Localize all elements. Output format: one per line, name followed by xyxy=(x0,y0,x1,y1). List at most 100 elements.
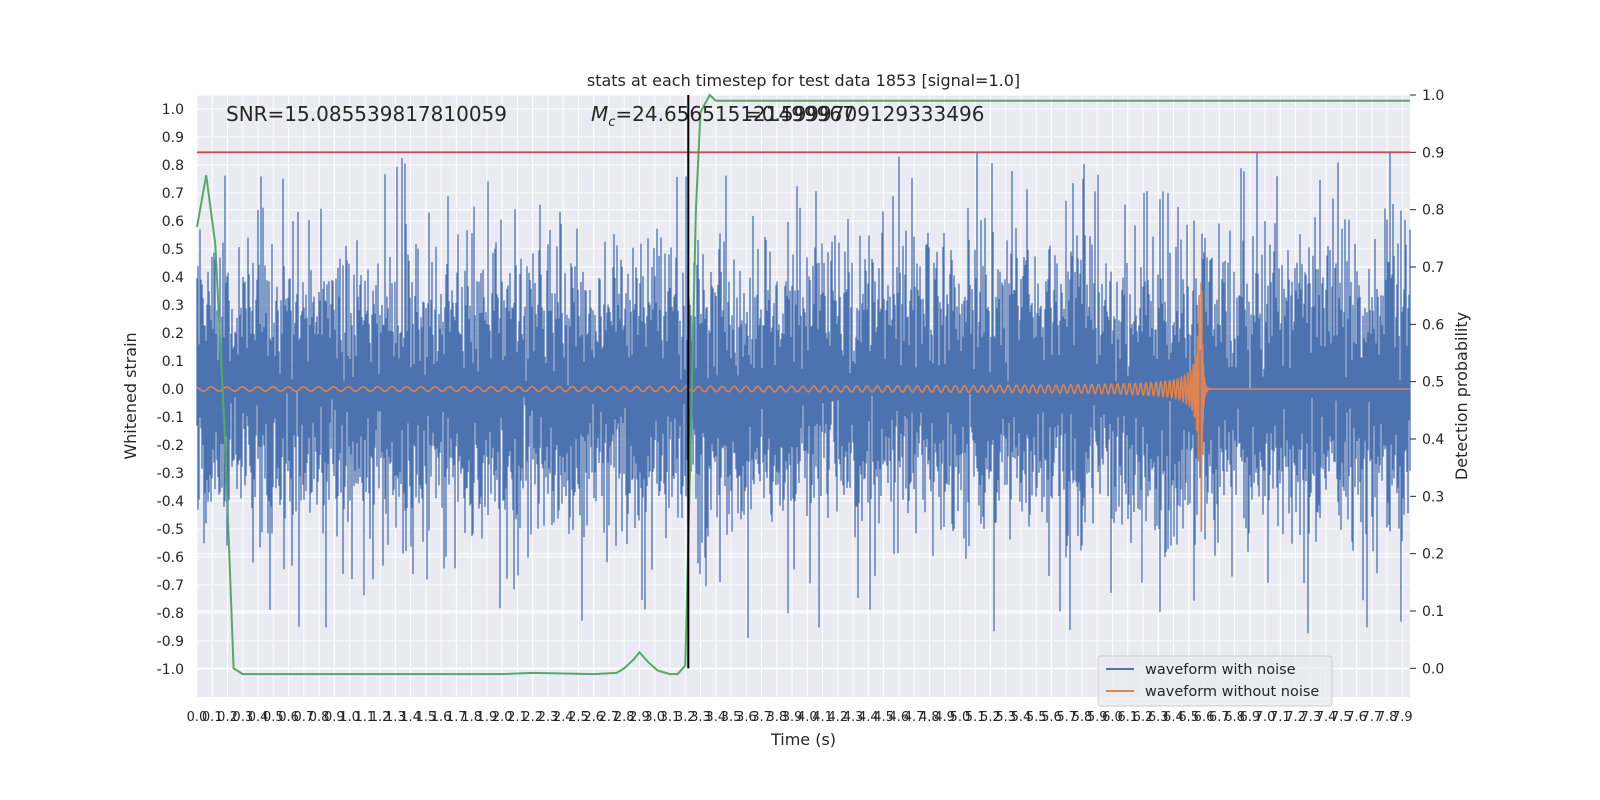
y-right-tick-label: 0.8 xyxy=(1422,203,1444,219)
x-tick-label: 3.2 xyxy=(675,710,696,725)
x-tick-labels: 0.00.10.20.30.40.50.60.70.80.91.01.11.21… xyxy=(187,710,1413,725)
x-tick-label: 3.9 xyxy=(782,710,803,725)
y-right-tick-label: 0.4 xyxy=(1422,432,1444,448)
x-tick-label: 6.5 xyxy=(1178,710,1199,725)
y-right-tick-label: 0.1 xyxy=(1422,604,1444,620)
y-right-tick-label: 0.2 xyxy=(1422,547,1444,563)
x-tick-label: 5.4 xyxy=(1011,710,1032,725)
x-tick-label: 3.8 xyxy=(766,710,787,725)
x-tick-label: 3.3 xyxy=(690,710,711,725)
x-tick-label: 7.7 xyxy=(1362,710,1383,725)
x-tick-label: 5.6 xyxy=(1041,710,1062,725)
x-tick-label: 4.7 xyxy=(904,710,925,725)
x-tick-label: 6.7 xyxy=(1209,710,1230,725)
x-tick-label: 7.0 xyxy=(1255,710,1276,725)
chart-title: stats at each timestep for test data 185… xyxy=(587,71,1020,90)
x-tick-label: 6.1 xyxy=(1117,710,1138,725)
x-tick-label: 7.5 xyxy=(1331,710,1352,725)
x-tick-label: 1.0 xyxy=(339,710,360,725)
x-tick-label: 1.4 xyxy=(400,710,421,725)
x-tick-label: 6.6 xyxy=(1194,710,1215,725)
y-axis-label-left: Whitened strain xyxy=(121,332,140,459)
x-tick-label: 5.7 xyxy=(1056,710,1077,725)
x-tick-label: 1.8 xyxy=(461,710,482,725)
series-waveform-without-noise xyxy=(196,282,1410,532)
x-tick-label: 1.6 xyxy=(431,710,452,725)
y-left-tick-label: 0.0 xyxy=(162,382,184,398)
x-tick-label: 1.3 xyxy=(385,710,406,725)
x-tick-label: 6.9 xyxy=(1239,710,1260,725)
series-waveform-with-noise xyxy=(196,151,1411,638)
x-tick-label: 7.4 xyxy=(1316,710,1337,725)
x-tick-label: 0.6 xyxy=(278,710,299,725)
x-tick-label: 5.1 xyxy=(965,710,986,725)
x-tick-label: 5.2 xyxy=(980,710,1001,725)
y-left-tick-labels: 1.0 0.9 0.8 0.7 0.6 0.5 0.4 0.3 0.2 0.1 0.0 -0.1 -0.… xyxy=(157,102,184,678)
detection-probability-line xyxy=(196,93,1410,676)
x-tick-label: 3.6 xyxy=(736,710,757,725)
x-tick-label: 4.3 xyxy=(843,710,864,725)
annotation-chirp-mass-symbol: M xyxy=(591,102,608,126)
noise-trace xyxy=(196,151,1411,638)
x-tick-label: 0.3 xyxy=(232,710,253,725)
y-right-tick-labels: 1.0 0.9 0.8 0.7 0.6 0.5 0.4 0.3 0.2 0.1 0.0 xyxy=(1410,88,1444,677)
template-trace xyxy=(196,282,1410,532)
x-tick-label: 3.4 xyxy=(705,710,726,725)
annotation-chirp-mass-subscript: c xyxy=(608,115,615,130)
x-tick-label: 4.5 xyxy=(873,710,894,725)
y-left-tick-label: 0.9 xyxy=(162,130,184,146)
x-tick-label: 1.9 xyxy=(477,710,498,725)
x-tick-label: 5.0 xyxy=(950,710,971,725)
x-tick-label: 1.2 xyxy=(370,710,391,725)
x-tick-label: 7.1 xyxy=(1270,710,1291,725)
legend-label-template: waveform without noise xyxy=(1145,684,1319,700)
y-right-tick-label: 0.9 xyxy=(1422,145,1444,161)
x-tick-label: 2.7 xyxy=(599,710,620,725)
y-left-tick-label: -0.2 xyxy=(157,438,184,454)
y-right-tick-label: 0.5 xyxy=(1422,375,1444,391)
x-tick-label: 6.8 xyxy=(1224,710,1245,725)
annotation-chirp-mass: Mc=24.656515121499967 xyxy=(591,102,855,130)
x-tick-label: 0.1 xyxy=(202,710,223,725)
x-tick-label: 3.1 xyxy=(660,710,681,725)
x-tick-label: 0.9 xyxy=(324,710,345,725)
x-tick-label: 3.5 xyxy=(721,710,742,725)
series-detection-probability xyxy=(196,93,1410,676)
x-tick-label: 6.4 xyxy=(1163,710,1184,725)
x-tick-label: 2.4 xyxy=(553,710,574,725)
y-left-tick-label: 0.6 xyxy=(162,214,184,230)
annotation-chirp-mass-value: =24.656515121499967 xyxy=(615,102,854,126)
y-left-tick-label: 0.4 xyxy=(162,270,184,286)
x-tick-label: 2.6 xyxy=(583,710,604,725)
y-left-tick-label: -0.5 xyxy=(157,522,184,538)
y-right-tick-label: 0.6 xyxy=(1422,317,1444,333)
y-left-tick-label: -0.6 xyxy=(157,550,184,566)
y-left-tick-label: -0.3 xyxy=(157,466,184,482)
x-tick-label: 7.6 xyxy=(1346,710,1367,725)
x-tick-label: 1.1 xyxy=(354,710,375,725)
x-tick-label: 5.9 xyxy=(1087,710,1108,725)
x-tick-label: 6.0 xyxy=(1102,710,1123,725)
x-tick-label: 1.7 xyxy=(446,710,467,725)
y-left-tick-label: -0.9 xyxy=(157,634,184,650)
y-right-tick-label: 0.7 xyxy=(1422,260,1444,276)
x-tick-label: 2.2 xyxy=(522,710,543,725)
x-tick-label: 2.8 xyxy=(614,710,635,725)
y-right-tick-label: 1.0 xyxy=(1422,88,1444,104)
x-tick-label: 3.0 xyxy=(644,710,665,725)
x-tick-label: 7.3 xyxy=(1300,710,1321,725)
legend-box xyxy=(1097,655,1333,707)
x-tick-label: 0.0 xyxy=(187,710,208,725)
x-tick-label: 0.4 xyxy=(248,710,269,725)
x-tick-label: 2.0 xyxy=(492,710,513,725)
y-left-tick-label: -0.8 xyxy=(157,606,184,622)
y-right-tick-label: 0.3 xyxy=(1422,489,1444,505)
x-tick-label: 2.5 xyxy=(568,710,589,725)
x-tick-label: 2.9 xyxy=(629,710,650,725)
x-tick-label: 2.3 xyxy=(538,710,559,725)
x-tick-label: 0.2 xyxy=(217,710,238,725)
x-tick-label: 7.2 xyxy=(1285,710,1306,725)
x-tick-label: 0.5 xyxy=(263,710,284,725)
x-tick-label: 4.4 xyxy=(858,710,879,725)
x-tick-label: 5.8 xyxy=(1072,710,1093,725)
